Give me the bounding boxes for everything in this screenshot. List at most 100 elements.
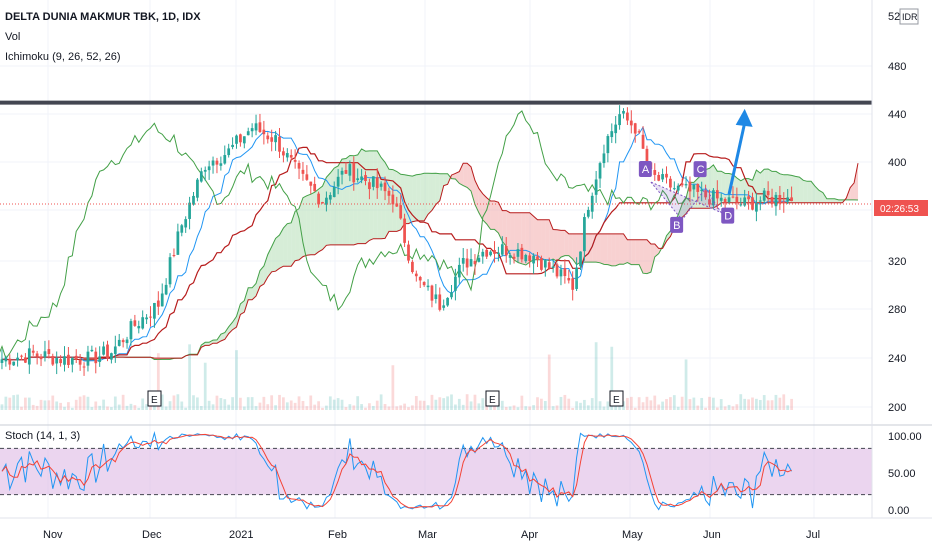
volume-bar [379, 394, 383, 410]
candles[interactable] [0, 105, 793, 376]
cloud-segment [306, 194, 311, 256]
candle-body [215, 160, 219, 165]
candle-body [493, 249, 496, 254]
candle-body [188, 202, 191, 219]
cloud-segment [240, 300, 245, 315]
candle-body [586, 209, 590, 217]
cloud-segment [510, 212, 515, 260]
cloud-segment [244, 287, 249, 313]
candle-body [113, 346, 117, 354]
volume-bar [176, 394, 180, 410]
candle-body [571, 278, 575, 290]
volume-bar [164, 406, 168, 410]
pattern-label-box-c [693, 161, 707, 178]
volume-bar [610, 346, 614, 410]
symbol-title: DELTA DUNIA MAKMUR TBK, 1D, IDX [5, 11, 201, 23]
price-axis[interactable]: 52 IDR 480 440 400 360 320 280 240 200 [888, 8, 919, 414]
price-tick-280: 280 [888, 304, 906, 316]
candle-body [254, 123, 258, 131]
cloud-segment [428, 173, 432, 215]
candle-body [661, 174, 664, 180]
cloud-segment [224, 326, 229, 340]
candle-body [258, 122, 262, 132]
stoch-tick-50: 50.00 [888, 468, 916, 480]
volume-bar [12, 395, 16, 410]
cloud-segment [404, 174, 409, 224]
volume-bar [665, 399, 668, 410]
pattern-label-c: C [697, 164, 705, 176]
volume-bar [121, 394, 125, 410]
earnings-markers[interactable]: E E E [147, 390, 624, 407]
volume-bar [438, 397, 442, 410]
candle-body [137, 326, 141, 329]
candle-body [786, 197, 790, 202]
cloud-segment [732, 174, 737, 203]
candle-body [481, 251, 485, 257]
cloud-segment [631, 239, 636, 265]
time-tick-mar: Mar [418, 529, 437, 541]
grid [0, 0, 872, 518]
candle-body [704, 190, 707, 198]
cloud-segment [291, 211, 296, 267]
cloud-segment [490, 200, 495, 230]
volume-bar [461, 404, 465, 410]
cloud-segment [600, 233, 604, 265]
cloud-segment [392, 169, 397, 232]
candle-body [125, 339, 129, 344]
candle-body [454, 276, 457, 291]
candle-body [8, 358, 12, 365]
volume-bar [215, 395, 219, 410]
volume-bar [117, 404, 121, 410]
cloud-segment [619, 233, 624, 265]
candle-body [559, 269, 563, 277]
volume-bar [770, 400, 774, 410]
cloud-segment [654, 243, 659, 257]
candle-body [117, 339, 121, 346]
cloud-segment [537, 219, 542, 260]
volume-bar [266, 404, 270, 410]
time-axis[interactable]: Nov Dec 2021 Feb Mar Apr May Jun Jul [43, 529, 820, 541]
candle-body [442, 305, 446, 308]
cloud-segment [342, 158, 346, 245]
cloud-segment [431, 173, 436, 211]
volume-bar [676, 406, 680, 410]
candle-body [12, 361, 16, 366]
candle-body [282, 151, 285, 156]
volume-bar [98, 405, 102, 410]
candle-body [512, 256, 516, 259]
candle-body [528, 255, 532, 261]
candle-body [626, 112, 629, 121]
volume-bar [348, 404, 352, 410]
volume-bar [704, 407, 707, 410]
candle-body [407, 244, 410, 261]
volume-bar [629, 396, 633, 410]
cloud-segment [302, 195, 307, 257]
candle-body [446, 297, 449, 306]
candle-body [145, 317, 148, 320]
candle-body [540, 258, 543, 270]
candle-body [602, 153, 606, 164]
tenkan-sen [2, 125, 792, 362]
candle-body [618, 114, 621, 126]
cloud-segment [373, 150, 378, 239]
volume-bar [301, 400, 305, 410]
cloud-segment [232, 316, 237, 330]
cloud-segment [506, 210, 511, 255]
candle-body [348, 164, 352, 176]
candle-body [434, 294, 438, 299]
candle-body [579, 251, 582, 267]
volume-bar [192, 395, 195, 410]
candle-body [368, 182, 371, 190]
cloud-segment [553, 229, 558, 262]
volume-bar [418, 400, 422, 410]
cloud-segment [725, 173, 730, 203]
candle-body [231, 144, 234, 148]
legend[interactable]: DELTA DUNIA MAKMUR TBK, 1D, IDX Vol Ichi… [5, 11, 201, 442]
volume-bar [133, 405, 137, 410]
cloud-segment [588, 233, 593, 263]
candle-body [262, 129, 266, 135]
candle-body [731, 196, 735, 198]
candle-body [676, 185, 680, 191]
stoch-axis[interactable]: 100.00 50.00 0.00 [888, 431, 922, 517]
